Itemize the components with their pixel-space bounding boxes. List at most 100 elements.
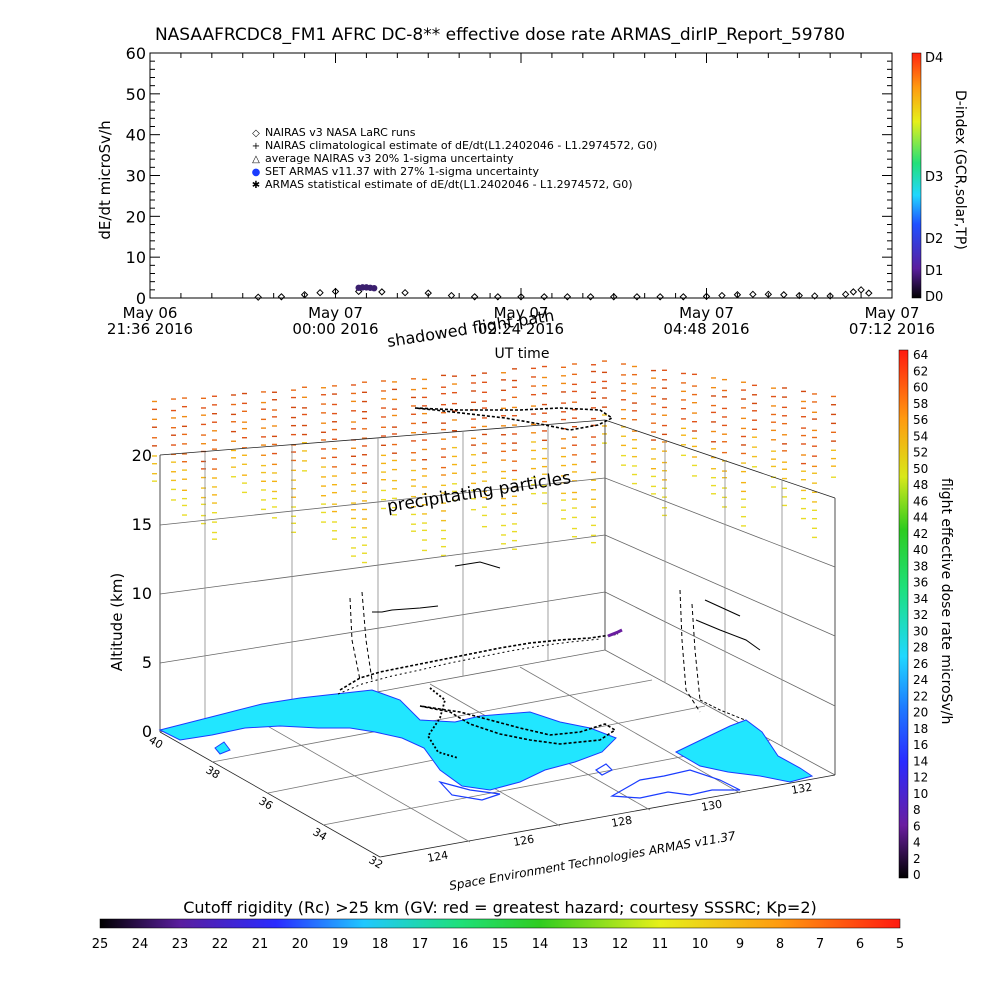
dose-rate-tick: 14 — [913, 754, 928, 768]
rigidity-tick: 19 — [332, 937, 349, 952]
rigidity-tick: 9 — [736, 937, 744, 952]
dose-rate-tick: 28 — [913, 641, 928, 655]
dose-point — [447, 291, 456, 300]
legend-symbol: △ — [252, 154, 260, 165]
dose-point — [857, 286, 865, 294]
dose-point — [795, 291, 803, 300]
longitude-tick: 126 — [512, 833, 535, 849]
y-tick-label: 10 — [126, 248, 146, 267]
dose-point — [401, 288, 409, 297]
legend: ◇ NAIRAS v3 NASA LaRC runs + NAIRAS climato… — [252, 126, 658, 191]
dose-rate-tick: 40 — [913, 543, 928, 557]
dose-point — [865, 289, 873, 297]
longitude-tick: 130 — [700, 798, 723, 814]
dose-rate-tick: 26 — [913, 657, 928, 671]
d-index-tick: D4 — [925, 51, 943, 66]
longitude-tick: 124 — [426, 849, 449, 865]
longitude-axis: 124 126 128 130 132 — [426, 781, 813, 865]
rigidity-tick: 7 — [816, 937, 824, 952]
d-index-ticks: D4 D3 D2 D1 D0 — [925, 51, 943, 305]
d-index-tick: D0 — [925, 290, 943, 305]
dose-rate-tick: 32 — [913, 608, 928, 622]
rigidity-tick: 23 — [172, 937, 189, 952]
dose-rate-tick: 46 — [913, 494, 928, 508]
cutoff-rigidity-ticks: 25 24 23 22 21 20 19 18 17 16 15 14 13 12 11 10 9 8 7 6 5 — [92, 937, 904, 952]
dose-point — [540, 293, 548, 301]
dose-rate-tick: 34 — [913, 592, 928, 606]
dose-point — [586, 293, 595, 301]
dose-rate-tick: 50 — [913, 462, 928, 476]
rigidity-tick: 12 — [612, 937, 629, 952]
dose-rate-tick: 54 — [913, 429, 928, 443]
rigidity-tick: 18 — [372, 937, 389, 952]
altitude-tick: 0 — [142, 722, 152, 741]
dose-point — [733, 291, 742, 299]
d-index-tick: D3 — [925, 170, 943, 185]
rigidity-tick: 13 — [572, 937, 589, 952]
dose-rate-tick: 18 — [913, 722, 928, 736]
dose-point — [841, 290, 850, 299]
latitude-tick: 34 — [311, 825, 330, 843]
altitude-tick: 10 — [132, 584, 152, 603]
rigidity-tick: 21 — [252, 937, 269, 952]
legend-label: SET ARMAS v11.37 with 27% 1-sigma uncert… — [265, 165, 539, 178]
rigidity-tick: 8 — [776, 937, 784, 952]
annotation-shadowed-flight-path: shadowed flight path — [386, 306, 556, 351]
dose-point — [633, 293, 641, 301]
longitude-tick: 128 — [610, 814, 633, 830]
legend-symbol: + — [252, 141, 260, 152]
dose-point — [811, 292, 819, 300]
dose-rate-tick: 60 — [913, 381, 928, 395]
rigidity-tick: 24 — [132, 937, 149, 952]
dose-point — [316, 288, 324, 297]
top-y-axis: 0 10 20 30 40 50 60 — [126, 44, 892, 308]
x-tick-label: 07:12 2016 — [849, 320, 935, 338]
d-index-colorbar — [911, 52, 922, 299]
dose-point — [563, 293, 572, 301]
x-tick-label: May 07 — [679, 304, 734, 322]
altitude-axis: 0 5 10 15 20 — [132, 446, 152, 741]
dose-rate-tick: 62 — [913, 364, 928, 378]
dose-rate-tick: 42 — [913, 527, 928, 541]
legend-label: NAIRAS v3 NASA LaRC runs — [265, 126, 416, 139]
dose-rate-label: flight effective dose rate microSv/h — [938, 478, 954, 724]
y-tick-label: 60 — [126, 44, 146, 63]
dose-point — [254, 293, 262, 301]
dose-rate-tick: 38 — [913, 559, 928, 573]
legend-label: NAIRAS climatological estimate of dE/dt(… — [265, 139, 657, 152]
rigidity-tick: 10 — [692, 937, 709, 952]
dose-point — [679, 293, 688, 301]
chart-title: NASAAFRCDC8_FM1 AFRC DC-8** effective do… — [155, 25, 845, 45]
dose-rate-tick: 20 — [913, 706, 928, 720]
dose-rate-ticks: 0246810121416182022242628303234363840424… — [913, 348, 928, 882]
dose-rate-tick: 12 — [913, 771, 928, 785]
dose-rate-tick: 4 — [913, 836, 921, 850]
dose-point — [656, 293, 664, 301]
dose-series — [254, 284, 873, 301]
dose-point — [780, 291, 788, 299]
rigidity-tick: 5 — [896, 937, 904, 952]
altitude-axis-label: Altitude (km) — [108, 573, 126, 671]
dose-rate-tick: 0 — [913, 868, 921, 882]
dose-point — [718, 291, 726, 300]
legend-symbol: ● — [252, 167, 261, 178]
rigidity-tick: 25 — [92, 937, 109, 952]
legend-symbol: ✱ — [252, 180, 260, 191]
credit-text: Space Environment Technologies ARMAS v11… — [448, 829, 737, 893]
legend-label: average NAIRAS v3 20% 1-sigma uncertaint… — [265, 152, 514, 165]
flight-path — [337, 407, 761, 759]
legend-symbol: ◇ — [252, 128, 260, 139]
dose-point — [610, 293, 618, 301]
dose-point — [849, 288, 858, 296]
rigidity-tick: 22 — [212, 937, 229, 952]
rigidity-tick: 17 — [412, 937, 429, 952]
dose-rate-tick: 8 — [913, 803, 921, 817]
dose-point — [494, 293, 502, 301]
dose-point — [749, 290, 757, 299]
x-tick-label: 04:48 2016 — [663, 320, 749, 338]
latitude-axis: 40 38 36 34 32 — [147, 733, 386, 871]
precipitating-particle-field — [152, 360, 836, 564]
dose-point — [277, 293, 286, 301]
dose-point — [300, 291, 309, 299]
